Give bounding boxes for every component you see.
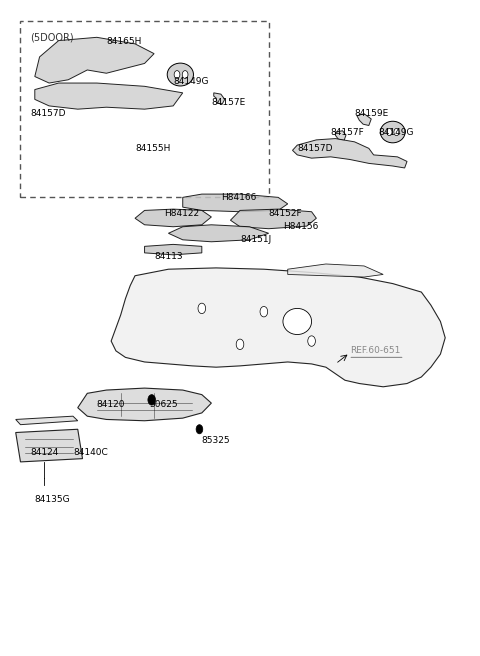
Text: 84149G: 84149G — [173, 77, 209, 85]
Text: H84122: H84122 — [164, 209, 199, 218]
PathPatch shape — [35, 37, 154, 83]
Ellipse shape — [167, 63, 193, 86]
Ellipse shape — [380, 121, 405, 143]
Text: 50625: 50625 — [149, 400, 178, 409]
Ellipse shape — [283, 308, 312, 335]
PathPatch shape — [16, 429, 83, 462]
Text: (5DOOR): (5DOOR) — [30, 33, 73, 43]
Circle shape — [260, 306, 268, 317]
Circle shape — [236, 339, 244, 350]
Text: 84120: 84120 — [97, 400, 125, 409]
PathPatch shape — [357, 113, 371, 125]
Text: H84166: H84166 — [221, 193, 256, 202]
Text: 84157D: 84157D — [30, 110, 66, 118]
PathPatch shape — [183, 194, 288, 212]
Text: 84157F: 84157F — [331, 127, 364, 136]
PathPatch shape — [292, 138, 407, 168]
Text: 84135G: 84135G — [35, 495, 71, 504]
Text: H84156: H84156 — [283, 222, 318, 232]
PathPatch shape — [288, 264, 383, 277]
Text: 84140C: 84140C — [73, 447, 108, 457]
PathPatch shape — [230, 209, 316, 229]
Circle shape — [148, 395, 156, 405]
Ellipse shape — [182, 71, 188, 79]
PathPatch shape — [35, 83, 183, 109]
PathPatch shape — [111, 268, 445, 387]
Ellipse shape — [394, 129, 399, 136]
Text: 84165H: 84165H — [107, 37, 142, 47]
Circle shape — [196, 424, 203, 434]
PathPatch shape — [144, 245, 202, 255]
PathPatch shape — [78, 388, 211, 420]
PathPatch shape — [16, 416, 78, 424]
Circle shape — [198, 303, 205, 314]
Circle shape — [308, 336, 315, 346]
PathPatch shape — [168, 225, 269, 242]
Ellipse shape — [174, 71, 180, 79]
Text: 84113: 84113 — [154, 252, 183, 260]
Text: REF.60-651: REF.60-651 — [350, 346, 400, 356]
Text: 84157E: 84157E — [211, 98, 246, 107]
Ellipse shape — [387, 129, 392, 136]
Text: 84155H: 84155H — [135, 144, 170, 153]
Text: 84157D: 84157D — [297, 144, 333, 153]
PathPatch shape — [336, 131, 346, 140]
Text: 85325: 85325 — [202, 436, 230, 445]
Text: 84124: 84124 — [30, 447, 59, 457]
Text: 84159E: 84159E — [355, 110, 389, 118]
PathPatch shape — [135, 209, 211, 227]
Text: 84149G: 84149G — [378, 127, 414, 136]
Text: 84152F: 84152F — [269, 209, 302, 218]
Text: 84151J: 84151J — [240, 236, 271, 244]
PathPatch shape — [214, 93, 225, 104]
